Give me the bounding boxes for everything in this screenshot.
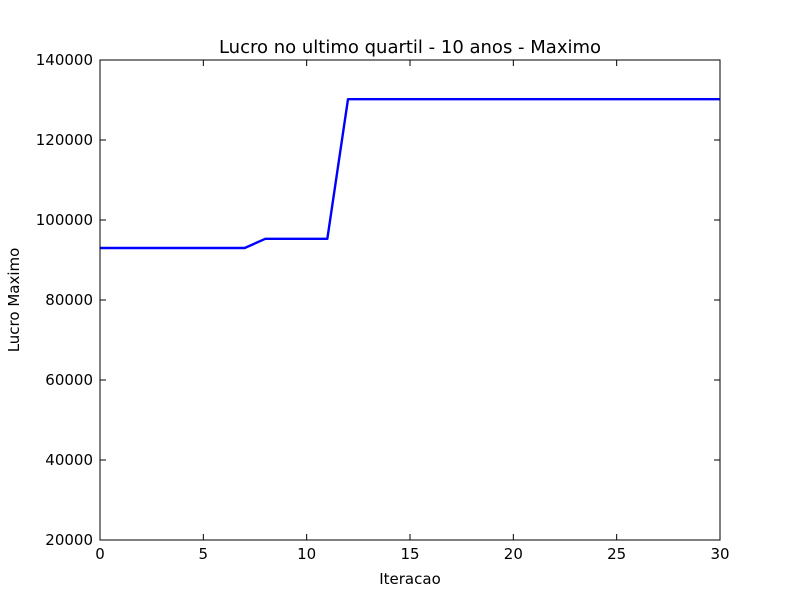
x-tick-label: 30 <box>710 545 729 563</box>
y-tick-label: 60000 <box>45 371 93 389</box>
y-tick-label: 80000 <box>45 291 93 309</box>
x-tick-label: 10 <box>297 545 316 563</box>
y-tick-label: 20000 <box>45 531 93 549</box>
x-axis-label: Iteracao <box>379 570 441 588</box>
y-tick-label: 100000 <box>36 211 93 229</box>
x-tick-label: 25 <box>607 545 626 563</box>
chart-title: Lucro no ultimo quartil - 10 anos - Maxi… <box>219 37 601 58</box>
plot-area <box>100 97 720 250</box>
y-tick-label: 140000 <box>36 51 93 69</box>
axes: 0 5 10 15 20 25 30 20000 40000 60000 80000 100000 12… <box>36 51 730 563</box>
series-line-0 <box>100 97 720 250</box>
x-tick-label: 5 <box>199 545 209 563</box>
x-tick-label: 15 <box>400 545 419 563</box>
y-axis-label: Lucro Maximo <box>5 248 23 353</box>
y-tick-label: 40000 <box>45 451 93 469</box>
x-tick-label: 0 <box>95 545 105 563</box>
y-tick-label: 120000 <box>36 131 93 149</box>
x-tick-label: 20 <box>504 545 523 563</box>
